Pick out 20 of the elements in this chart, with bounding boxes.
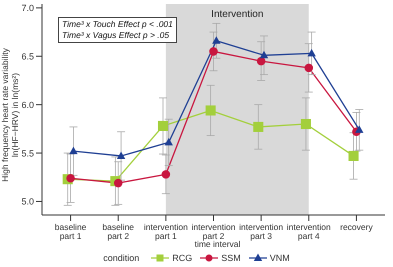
annotation: Time³ x Touch Effect p < .001 [62, 19, 173, 30]
legend-title: condition [103, 253, 140, 263]
y-tick-label: 7.0 [21, 3, 34, 14]
x-tick-label: intervention part 1 [144, 222, 188, 241]
x-tick-label: intervention part 4 [286, 222, 332, 241]
y-tick-label: 6.0 [21, 100, 34, 110]
y-tick-label: 5.0 [21, 196, 34, 207]
y-tick-label: 6.5 [21, 51, 34, 62]
x-tick-label: baseline part 2 [102, 222, 134, 241]
y-tick-label: 5.5 [21, 148, 34, 158]
legend-label: RCG [171, 253, 192, 263]
legend-label: VNM [268, 253, 290, 263]
x-tick-label: intervention part 3 [239, 222, 284, 241]
legend-label: SSM [220, 253, 241, 263]
y-axis-title: High frequency heart rate variability ln(HF−HRV) in ln(ms²) [0, 47, 20, 184]
band-label: Intervention [211, 9, 264, 20]
annotation: Time³ x Vagus Effect p > .05 [62, 30, 170, 41]
x-tick-label: baseline part 1 [54, 222, 87, 241]
x-axis-title: time interval [194, 239, 240, 249]
x-tick-label: recovery [340, 222, 374, 232]
